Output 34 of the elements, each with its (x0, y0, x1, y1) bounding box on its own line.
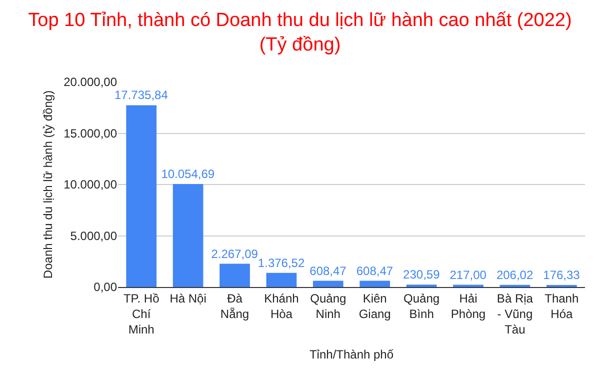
y-tick-label: 0,00 (94, 280, 118, 294)
data-label: 10.054,69 (161, 166, 215, 181)
x-tick-label: Bà Rịa - Vũng Tàu (496, 291, 534, 337)
x-tick-label: TP. Hồ Chí Minh (123, 291, 160, 337)
x-tick-label: Hà Nội (170, 291, 206, 306)
x-tick-label: Đà Nẵng (220, 291, 250, 321)
y-axis-title: Doanh thu du lịch lữ hành (tỷ đồng) (40, 90, 55, 279)
data-label: 206,02 (496, 268, 534, 282)
y-tick-label: 15.000,00 (64, 126, 118, 140)
chart-title: Top 10 Tỉnh, thành có Doanh thu du lịch lữ hành cao nhất (2022) (Tỷ đồng) (28, 10, 572, 56)
x-tick-label: Khánh Hòa (264, 291, 299, 321)
bar (172, 184, 204, 287)
y-tick-label: 10.000,00 (64, 178, 118, 192)
bar (126, 105, 157, 287)
x-tick-label: Kiên Giang (358, 291, 391, 321)
data-label: 608,47 (310, 264, 347, 278)
y-tick-label: 5.000,00 (70, 228, 118, 243)
data-label: 1.376,52 (258, 256, 305, 270)
data-label: 608,47 (356, 264, 394, 278)
y-tick-label: 20.000,00 (64, 75, 118, 90)
data-label: 217,00 (450, 268, 487, 282)
data-label: 176,33 (543, 268, 580, 282)
x-axis-title: Tỉnh/Thành phố (309, 348, 394, 362)
bar (266, 272, 297, 287)
bar (220, 264, 250, 287)
data-label: 230,59 (403, 268, 440, 282)
x-tick-label: Quảng Bình (404, 291, 440, 321)
x-tick-label: Thanh Hóa (544, 291, 579, 321)
bar (360, 280, 390, 287)
data-label: 17.735,84 (114, 88, 168, 102)
x-tick-label: Hải Phòng (450, 291, 486, 321)
x-tick-label: Quảng Ninh (310, 291, 346, 321)
bar (312, 280, 344, 287)
data-label: 2.267,09 (211, 246, 258, 261)
